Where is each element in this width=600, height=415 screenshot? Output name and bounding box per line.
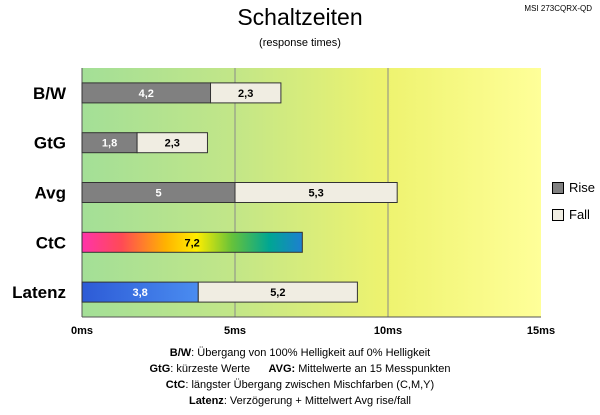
chart-plot: 0ms 5ms 10ms 15ms B/W 4,2 2,3 GtG 1,8 2,3 Avg 5 5,3 C… (12, 68, 555, 337)
category-label: Avg (35, 184, 67, 203)
footnote-latenz: Latenz: Verzögerung + Mittelwert Avg ris… (188, 395, 412, 407)
model-label: MSI 273CQRX-QD (524, 4, 592, 13)
bar-label-rise: 5 (155, 188, 161, 200)
legend-label: Rise (569, 180, 596, 195)
bar-label-latenz-delay: 3,8 (132, 287, 147, 299)
bar-label-rise: 1,8 (102, 138, 117, 150)
bar-fall (234, 182, 398, 203)
chart-subtitle: (response times) (259, 37, 341, 49)
x-tick-label: 10ms (374, 325, 402, 337)
x-tick-label: 5ms (224, 325, 246, 337)
footnote-ctc: CtC: längster Übergang zwischen Mischfar… (165, 379, 435, 391)
bar-label-latenz-fall: 5,2 (270, 287, 285, 299)
legend-label: Fall (569, 207, 590, 222)
footnote-bw: B/W: Übergang von 100% Helligkeit auf 0%… (169, 347, 431, 359)
legend-swatch (552, 208, 564, 221)
bar-label-ctc: 7,2 (185, 237, 200, 249)
category-label: GtG (34, 134, 66, 153)
bar-label-fall: 2,3 (238, 88, 253, 100)
x-tick-label: 0ms (71, 325, 93, 337)
bar-label-rise: 4,2 (139, 88, 154, 100)
category-label: Latenz (12, 283, 66, 302)
bar-ctc (81, 231, 303, 253)
legend-item-rise: Rise (552, 180, 595, 195)
bar-latenz-fall (197, 281, 358, 303)
footnote-gtg-avg: GtG: kürzeste Werte AVG: Mittelwerte an … (149, 363, 451, 375)
chart-title: Schaltzeiten (237, 4, 363, 30)
legend-item-fall: Fall (552, 207, 590, 222)
bar-label-fall: 5,3 (308, 188, 323, 200)
category-label: B/W (33, 84, 67, 103)
x-tick-label: 15ms (527, 325, 555, 337)
bar-fall (136, 132, 208, 154)
footnotes: B/W: Übergang von 100% Helligkeit auf 0%… (0, 345, 600, 409)
category-label: CtC (36, 233, 66, 252)
bar-label-fall: 2,3 (165, 138, 180, 150)
bar-fall (210, 82, 282, 104)
legend-swatch (552, 181, 564, 194)
